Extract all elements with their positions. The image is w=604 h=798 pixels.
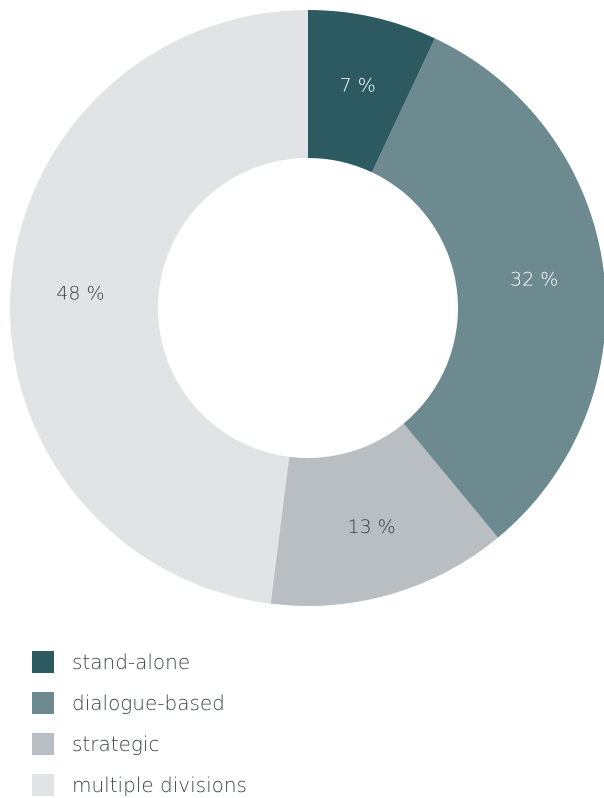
slice-stand-alone xyxy=(308,10,435,173)
value-label-stand-alone: 7 % xyxy=(340,74,376,96)
value-label-strategic: 13 % xyxy=(347,516,395,538)
value-label-multiple-divisions: 48 % xyxy=(56,283,104,305)
slice-group xyxy=(9,9,604,606)
slice-multiple-divisions xyxy=(9,9,309,604)
legend-label-stand-alone: stand-alone xyxy=(72,650,191,674)
legend-swatch-strategic xyxy=(32,733,54,755)
legend-item-stand-alone: stand-alone xyxy=(32,648,247,676)
donut-chart: 7 % 32 % 13 % 48 % xyxy=(9,9,604,606)
legend-item-strategic: strategic xyxy=(32,730,247,758)
legend-label-dialogue-based: dialogue-based xyxy=(72,691,225,715)
slice-strategic xyxy=(270,423,498,606)
legend-label-strategic: strategic xyxy=(72,732,160,756)
value-label-group: 7 % 32 % 13 % 48 % xyxy=(56,74,558,537)
legend-swatch-stand-alone xyxy=(32,651,54,673)
legend-swatch-multiple-divisions xyxy=(32,774,54,796)
value-label-dialogue-based: 32 % xyxy=(510,268,558,290)
legend: stand-alone dialogue-based strategic multip… xyxy=(32,648,247,798)
slice-dialogue-based xyxy=(371,38,604,538)
legend-item-multiple-divisions: multiple divisions xyxy=(32,771,247,798)
legend-item-dialogue-based: dialogue-based xyxy=(32,689,247,717)
legend-swatch-dialogue-based xyxy=(32,692,54,714)
legend-label-multiple-divisions: multiple divisions xyxy=(72,773,247,797)
